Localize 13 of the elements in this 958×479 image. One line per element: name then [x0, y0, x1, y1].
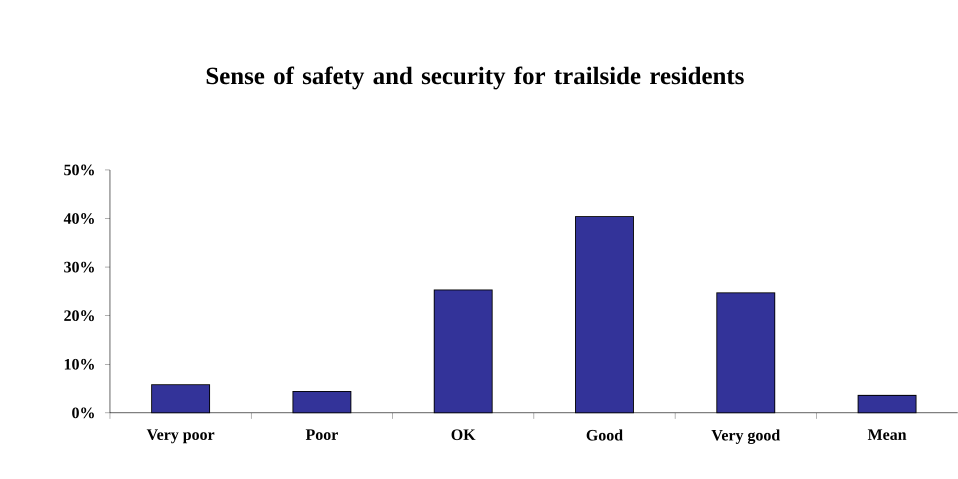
y-tick-label: 20% [64, 310, 94, 322]
y-tick-label: 30% [64, 262, 94, 273]
y-tick-label: 0% [72, 408, 94, 418]
x-tick-label: Very good [711, 429, 780, 444]
x-tick-label: Mean [868, 429, 906, 440]
y-tick-label: 10% [64, 358, 94, 370]
x-tick-label: Good [586, 429, 623, 441]
x-tick-label: Very poor [146, 429, 214, 444]
y-tick-label: 50% [64, 164, 94, 176]
y-tick-label: 40% [64, 213, 94, 224]
chart-title: Sense of safety and security for trailside residents [206, 66, 744, 90]
x-tick-label: Poor [306, 429, 338, 440]
x-tick-label: OK [452, 429, 476, 440]
